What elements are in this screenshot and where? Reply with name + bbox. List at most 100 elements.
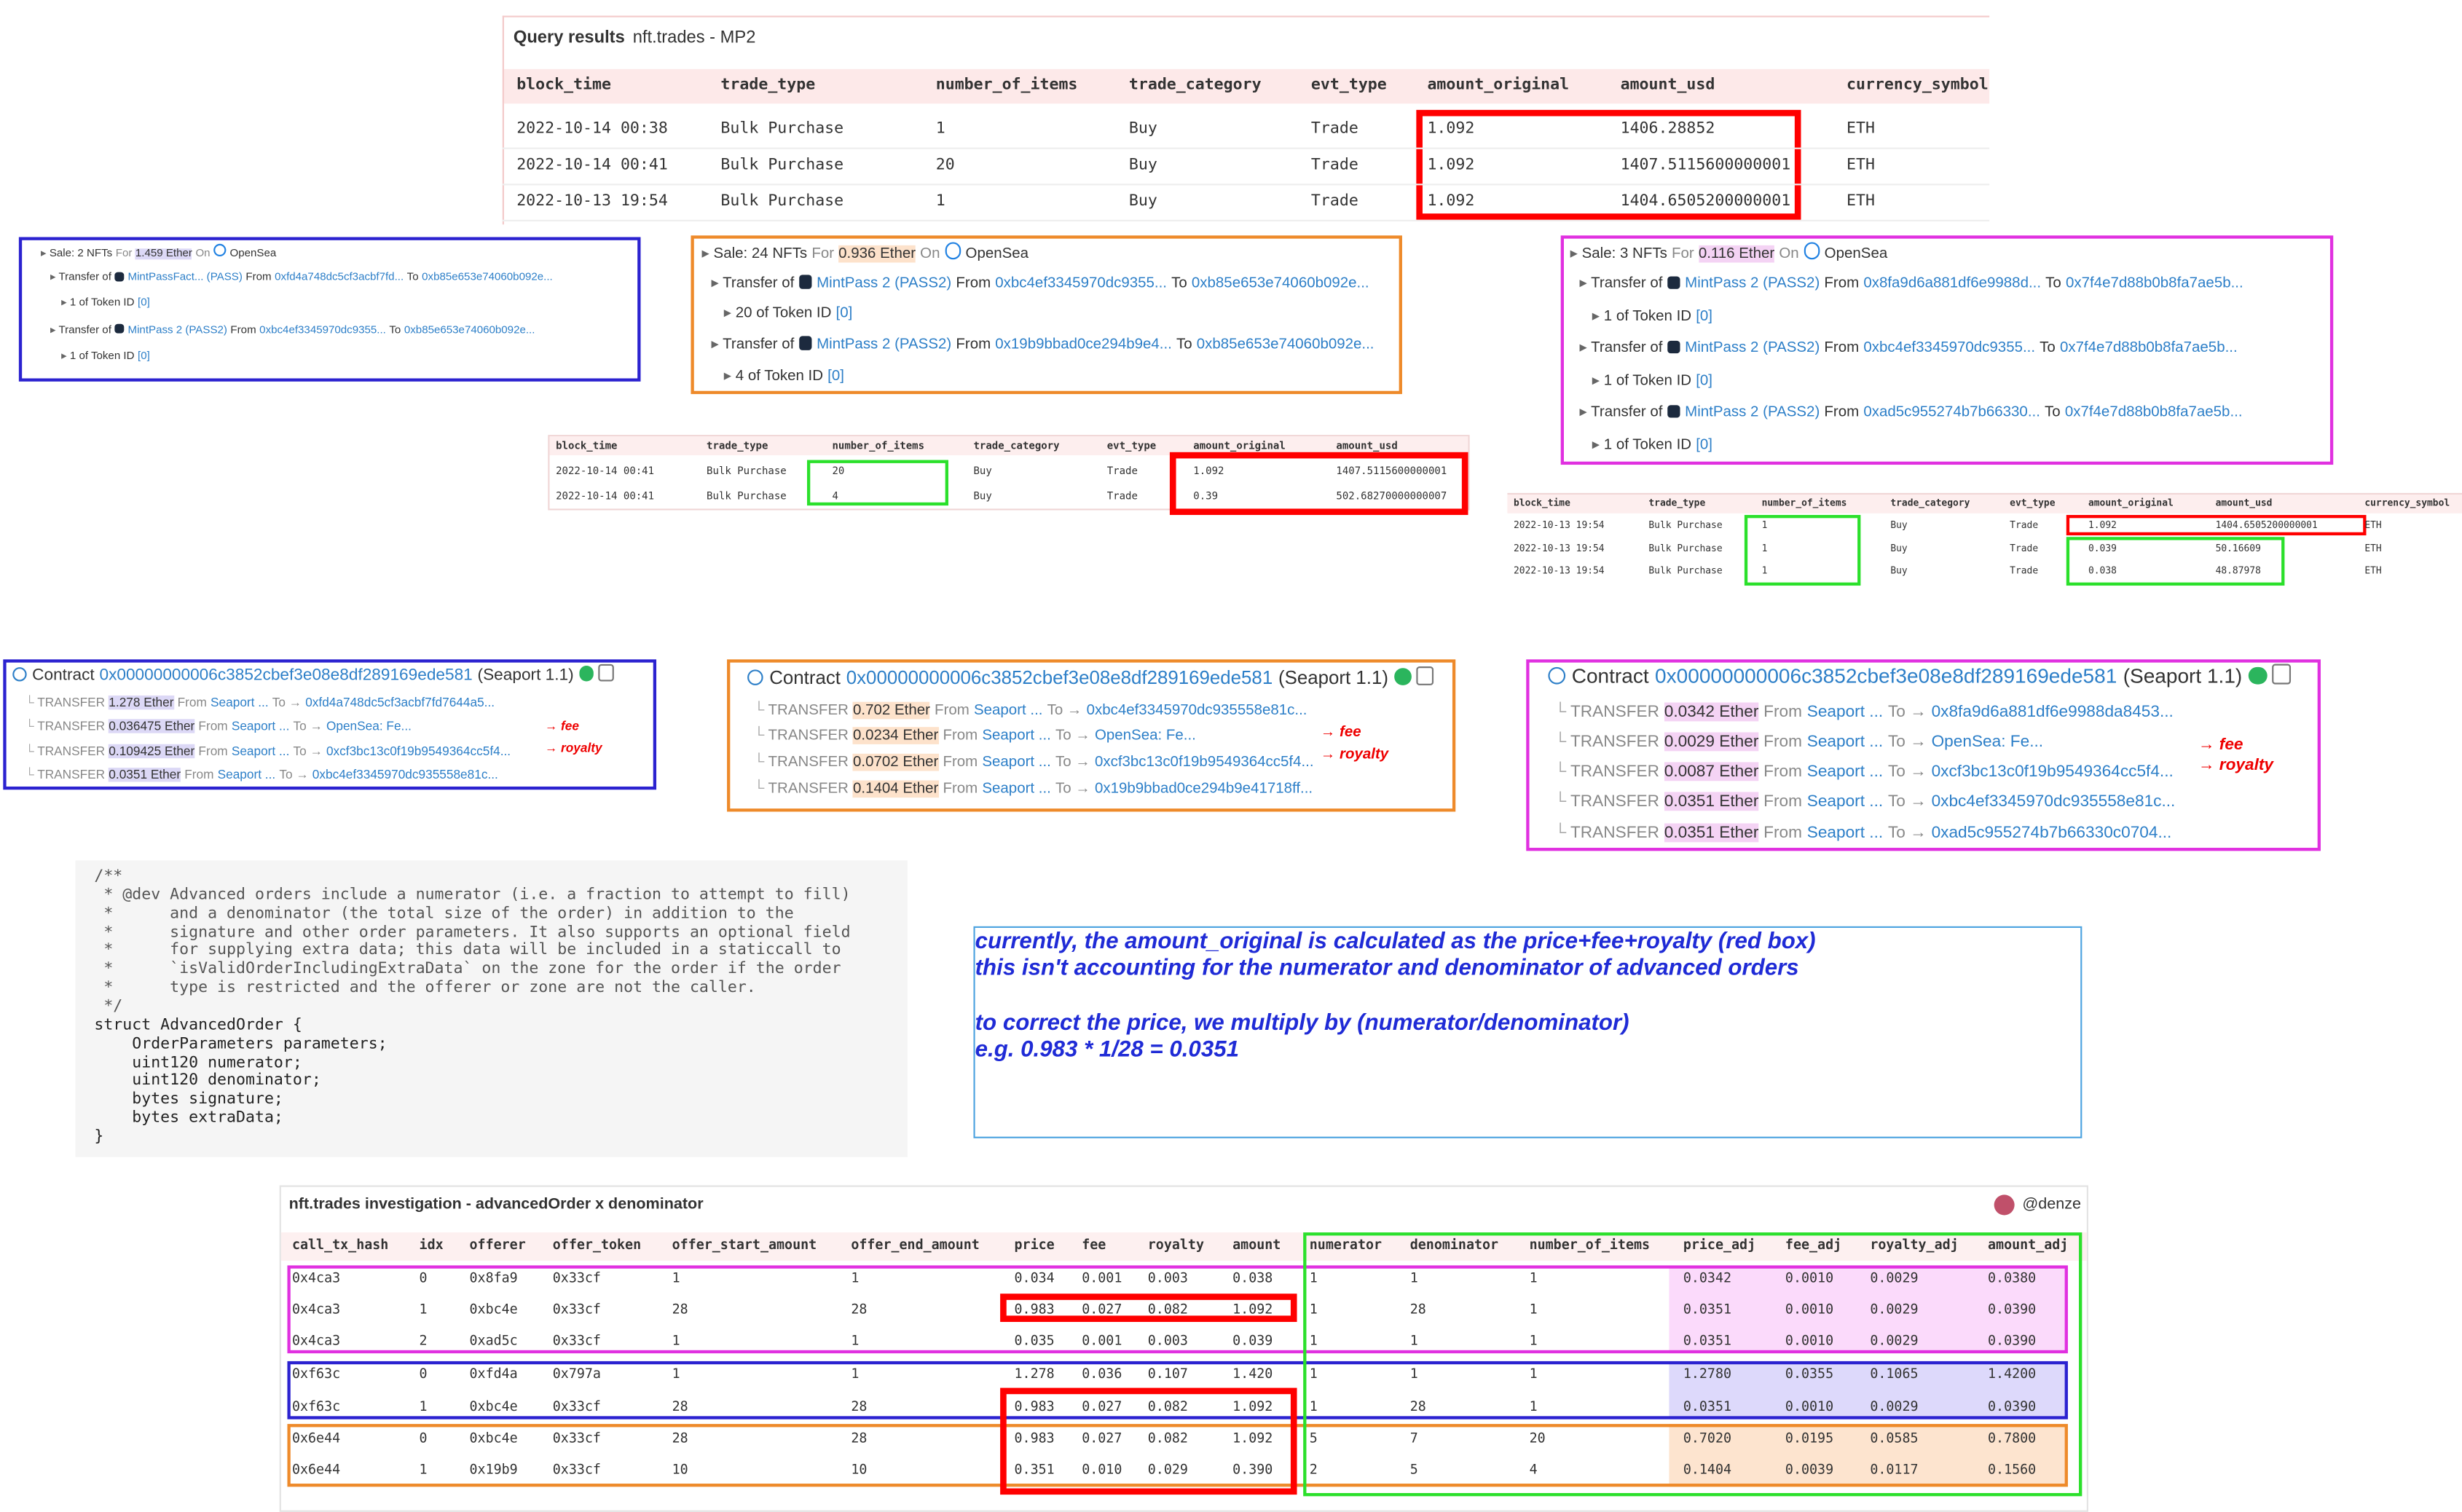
cell: 0.1560: [1988, 1462, 2037, 1478]
text: 0xcf3bc13c0f19b9549364cc5f4...: [1931, 763, 2174, 781]
cell: 0.082: [1147, 1302, 1188, 1319]
token-icon: [114, 323, 125, 334]
cell: 1.2780: [1683, 1366, 1732, 1383]
text: [0]: [1696, 436, 1712, 454]
cell: 1: [1761, 543, 1768, 555]
text: From: [956, 274, 991, 292]
token-quantity: 1 of Token ID[0]: [1592, 372, 1717, 391]
text: 0.109425 Ether: [109, 744, 195, 758]
text: Seaport ...: [211, 695, 269, 709]
text: TRANSFER: [1570, 732, 1659, 752]
note-line: to correct the price, we multiply by (nu…: [975, 1011, 1629, 1036]
cell: 28: [1409, 1302, 1426, 1319]
cell: 0.7800: [1988, 1431, 2037, 1447]
cell: 0.0195: [1785, 1431, 1834, 1447]
text: 0.0351 Ether: [1664, 822, 1759, 842]
cell: 1: [419, 1462, 428, 1478]
royalty-annotation: → royalty: [2198, 755, 2274, 775]
text: 0xb85e653e74060b092e...: [1196, 336, 1374, 354]
cell: 0.039: [2088, 543, 2117, 555]
text: MintPass 2 (PASS2): [817, 274, 952, 292]
code-line: uint120 numerator;: [94, 1053, 302, 1071]
green-box: [2066, 537, 2285, 586]
text: 0xad5c955274b7b66330...: [1863, 403, 2040, 422]
contract-header: Contract 0x00000000006c3852cbef3e08e8df28…: [1548, 664, 2297, 690]
text: 4 of Token ID: [735, 367, 824, 385]
cell: 1: [851, 1334, 860, 1350]
text: 0xbc4ef3345970dc9355...: [1863, 339, 2036, 358]
cell: Bulk Purchase: [707, 464, 787, 478]
token-quantity: 4 of Token ID[0]: [724, 367, 849, 386]
text: TRANSFER: [1570, 763, 1659, 781]
token-quantity: 20 of Token ID[0]: [724, 305, 857, 324]
cell: 0.983: [1014, 1431, 1055, 1447]
text: TRANSFER: [1570, 702, 1659, 722]
code-line: }: [94, 1128, 104, 1146]
text: To →: [1055, 780, 1090, 798]
cell: 0.0390: [1988, 1334, 2037, 1350]
cell: 1.420: [1232, 1366, 1273, 1383]
opensea-logo: [213, 243, 227, 257]
orange-row-box: [287, 1424, 2068, 1487]
column-header: trade_type: [707, 439, 768, 452]
blue-row-box: [287, 1361, 2068, 1420]
text: For: [1671, 244, 1694, 262]
cell: 0x19b9: [469, 1462, 518, 1478]
text: From: [956, 336, 991, 354]
cell: 0x4ca3: [291, 1302, 341, 1319]
text: Transfer of: [58, 325, 111, 336]
cell: 20: [832, 464, 845, 478]
cell: ETH: [1846, 192, 1875, 210]
text: TRANSFER: [37, 768, 106, 783]
column-header: offer_token: [552, 1238, 642, 1254]
text: [0]: [138, 298, 150, 310]
code-line: * @dev Advanced orders include a numerat…: [94, 886, 851, 904]
cell: 0.001: [1082, 1271, 1122, 1287]
cell: 0.082: [1147, 1400, 1188, 1416]
code-background: [75, 860, 908, 1157]
cell: 0.0029: [1870, 1302, 1919, 1319]
text: 0.702 Ether: [853, 701, 930, 719]
row-separator: [502, 184, 1990, 186]
cell: 5: [1309, 1431, 1318, 1447]
text: 0xbc4ef3345970dc935558e81c...: [1086, 701, 1307, 719]
text: Sale: 3 NFTs: [1581, 244, 1667, 262]
text: To: [2045, 403, 2061, 422]
cell: 0: [419, 1271, 428, 1287]
text: 0x7f4e7d88b0b8fa7ae5b...: [2059, 339, 2238, 358]
panel-label: Query results: [513, 28, 625, 47]
code-line: struct AdvancedOrder {: [94, 1016, 302, 1034]
table-title: nft.trades investigation - advancedOrder…: [288, 1196, 704, 1213]
text: 0.0342 Ether: [1664, 702, 1759, 722]
text: 0x00000000006c3852cbef3e08e8df289169ede5…: [846, 666, 1273, 689]
cell: 2022-10-14 00:41: [516, 157, 668, 174]
text: 0x8fa9d6a881df6e9988da8453...: [1931, 702, 2174, 722]
token-quantity: 1 of Token ID[0]: [61, 351, 153, 365]
cell: 5: [1409, 1462, 1418, 1478]
column-header: trade_category: [973, 439, 1060, 452]
cell: 0.027: [1082, 1431, 1122, 1447]
cell: 1.092: [1427, 192, 1475, 210]
cell: 1404.6505200000001: [2215, 520, 2318, 532]
cell: 0.0029: [1870, 1334, 1919, 1350]
text: 0x00000000006c3852cbef3e08e8df289169ede5…: [1655, 664, 2117, 688]
text: 0xfd4a748dc5cf3acbf7fd7644a5...: [305, 695, 495, 709]
cell: 0.038: [1232, 1271, 1273, 1287]
copy-icon: [598, 664, 614, 682]
cell: 1: [935, 120, 945, 138]
cell: 0x6e44: [291, 1462, 341, 1478]
token-icon: [1667, 404, 1681, 418]
cell: 4: [832, 489, 838, 503]
cell: 50.16609: [2215, 543, 2261, 555]
cell: ETH: [2364, 543, 2382, 555]
column-header: trade_type: [720, 76, 816, 94]
text: (Seaport 1.1): [2123, 664, 2243, 688]
code-line: * for supplying extra data; this data wi…: [94, 942, 841, 960]
text: 0xb85e653e74060b092e...: [404, 325, 535, 336]
text: To →: [1887, 702, 1927, 722]
